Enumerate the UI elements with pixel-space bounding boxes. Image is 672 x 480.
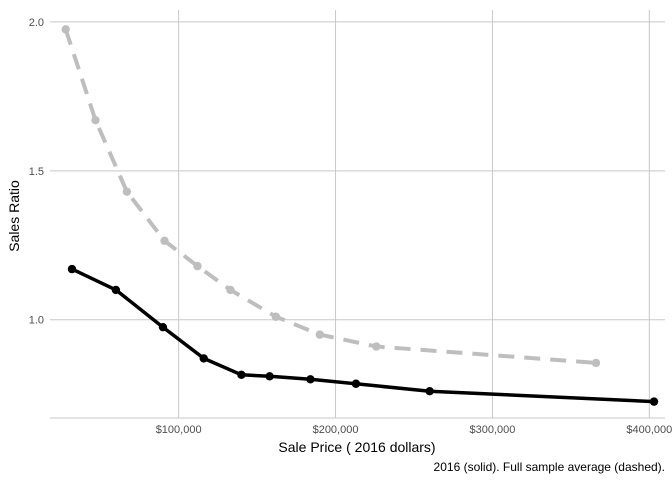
data-point-dashed xyxy=(315,330,325,339)
series-solid-layer xyxy=(67,264,659,406)
y-tick-labels: 1.0 1.5 2.0 xyxy=(29,17,44,327)
data-point-solid xyxy=(649,397,659,406)
data-point-dashed xyxy=(91,115,100,125)
x-tick-label: $200,000 xyxy=(313,424,359,436)
y-tick-label: 1.0 xyxy=(29,315,44,327)
grid-lines xyxy=(50,10,665,419)
x-tick-label: $400,000 xyxy=(626,424,672,436)
data-point-dashed xyxy=(271,312,281,321)
data-point-solid xyxy=(306,375,315,384)
data-point-solid xyxy=(158,322,168,332)
data-point-dashed xyxy=(226,285,235,295)
data-point-solid xyxy=(111,285,121,295)
data-point-dashed xyxy=(193,261,202,271)
x-axis-title: Sale Price ( 2016 dollars) xyxy=(278,439,435,455)
data-point-solid xyxy=(237,370,246,380)
y-tick-label: 2.0 xyxy=(29,17,44,29)
series-line-solid xyxy=(71,267,655,404)
x-tick-labels: $100,000 $200,000 $300,000 $400,000 xyxy=(156,424,672,436)
data-point-solid xyxy=(351,379,361,388)
chart-caption: 2016 (solid). Full sample average (dashe… xyxy=(434,460,665,474)
series-line-dashed xyxy=(63,28,597,365)
x-tick-label: $100,000 xyxy=(156,424,202,436)
data-point-dashed xyxy=(61,25,70,34)
data-point-dashed xyxy=(372,342,381,351)
data-point-solid xyxy=(67,264,77,274)
data-point-dashed xyxy=(591,358,601,368)
y-axis-title: Sales Ratio xyxy=(6,180,22,252)
x-tick-label: $300,000 xyxy=(469,424,515,436)
data-point-dashed xyxy=(160,236,169,246)
series-dashed-layer xyxy=(61,25,601,368)
data-point-solid xyxy=(425,386,434,396)
y-tick-label: 1.5 xyxy=(29,166,44,178)
data-point-dashed xyxy=(122,187,132,196)
data-point-solid xyxy=(265,372,274,381)
data-point-solid xyxy=(199,354,208,363)
